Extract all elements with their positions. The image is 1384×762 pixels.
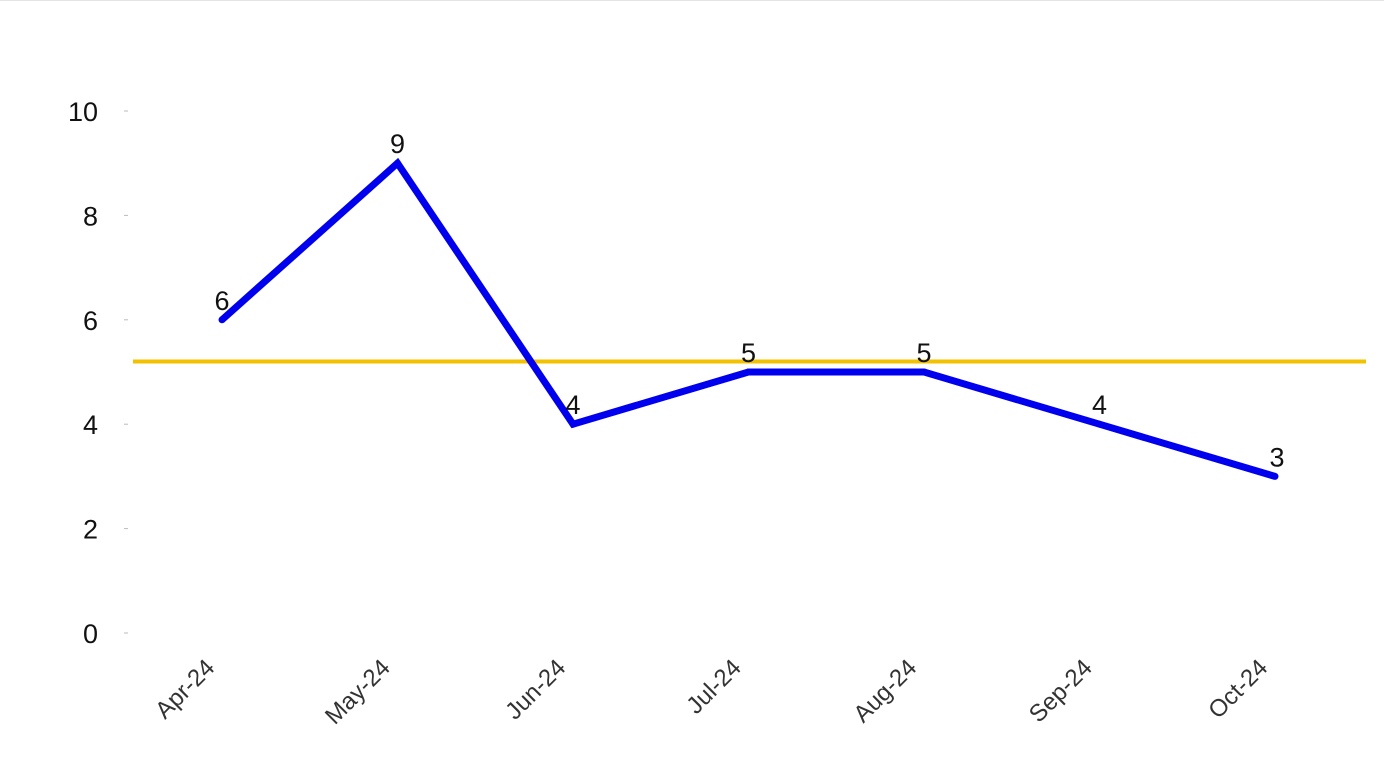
data-label-layer: 6 9 4 5 5 4 3 [214, 129, 1284, 472]
data-point [745, 368, 752, 376]
y-tick-label: 0 [83, 619, 98, 649]
x-tick-label: Aug-24 [848, 654, 922, 728]
y-tick-label: 10 [68, 97, 98, 127]
data-label: 3 [1269, 442, 1284, 472]
data-point [218, 316, 226, 324]
y-tick-label: 4 [83, 410, 98, 440]
x-axis: Apr-24 May-24 Jun-24 Jul-24 Aug-24 Sep-24 Oct-… [150, 654, 1273, 730]
data-label: 5 [916, 338, 931, 368]
y-tick-label: 2 [83, 515, 98, 545]
data-label: 9 [390, 129, 405, 159]
x-tick-label: Jun-24 [500, 654, 571, 725]
x-tick-label: Jul-24 [681, 654, 746, 719]
y-tick-label: 6 [83, 306, 98, 336]
x-tick-label: Oct-24 [1203, 654, 1273, 724]
data-point [1271, 472, 1279, 480]
data-label: 4 [565, 390, 580, 420]
series-line [219, 157, 1276, 480]
x-tick-label: Sep-24 [1024, 654, 1098, 728]
data-label: 5 [741, 338, 756, 368]
data-point [569, 420, 577, 428]
y-axis: 0 2 4 6 8 10 [68, 97, 128, 649]
data-label: 4 [1092, 390, 1107, 420]
data-point [920, 368, 928, 376]
data-point [394, 159, 401, 167]
series-layer [218, 157, 1279, 480]
data-label: 6 [214, 286, 229, 316]
x-tick-label: Apr-24 [150, 654, 220, 724]
x-tick-label: May-24 [320, 654, 396, 730]
y-tick-label: 8 [83, 201, 98, 231]
data-point [1096, 420, 1103, 428]
